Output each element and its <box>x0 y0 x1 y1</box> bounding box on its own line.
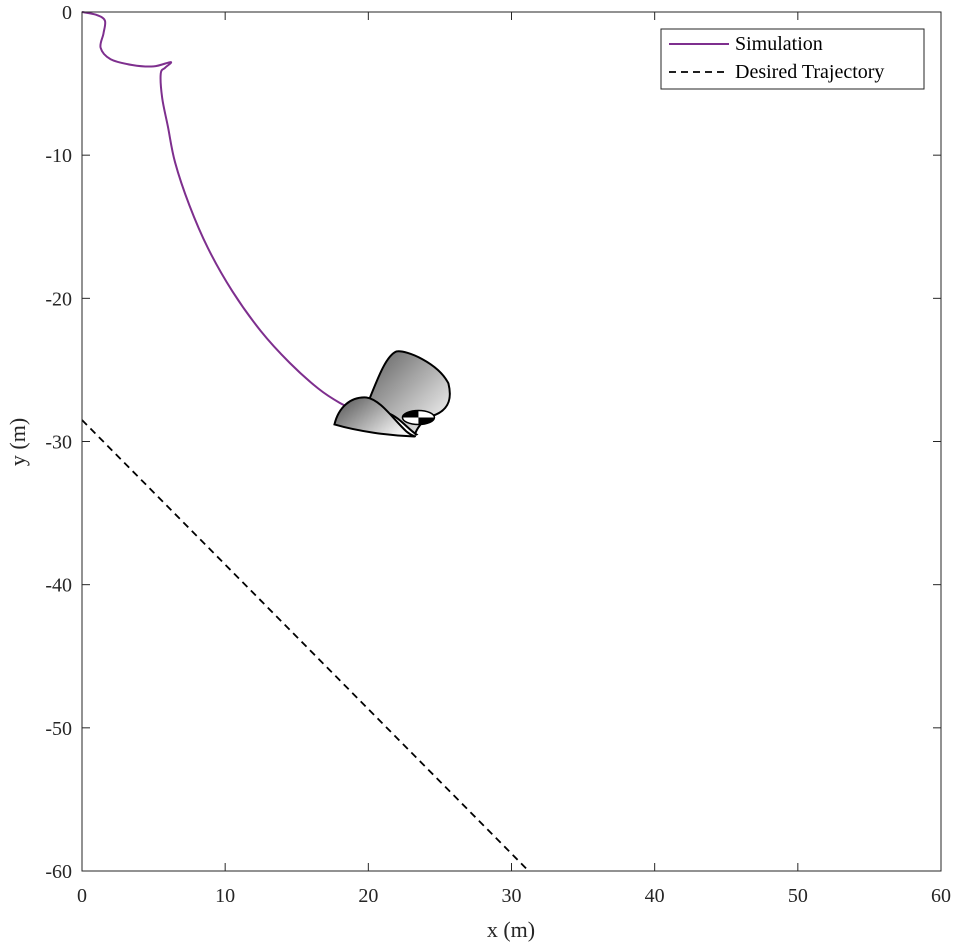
y-tick-label-0: 0 <box>62 2 72 24</box>
x-tick-label-5: 50 <box>788 885 808 907</box>
center-of-gravity-icon <box>401 409 436 426</box>
legend: Simulation Desired Trajectory <box>660 28 925 90</box>
chart-marks <box>81 11 530 872</box>
x-axis-label: x (m) <box>487 917 535 942</box>
plot-area <box>82 12 941 871</box>
vehicle-body <box>333 350 451 438</box>
series-line-1 <box>81 419 530 872</box>
y-tick-label-3: -30 <box>45 432 72 454</box>
legend-label-1: Desired Trajectory <box>735 61 884 83</box>
legend-box <box>660 28 925 90</box>
axis-ticks: 0 10 20 30 40 50 60 0 -10 -20 -30 -40 -50 -60 <box>45 2 951 907</box>
series-line-0 <box>81 11 359 413</box>
x-tick-label-1: 10 <box>215 885 235 907</box>
vehicle-icon <box>333 350 451 438</box>
y-tick-label-4: -40 <box>45 575 72 597</box>
y-tick-label-1: -10 <box>45 145 72 167</box>
x-tick-label-4: 40 <box>645 885 665 907</box>
vehicle-hull-front <box>333 396 416 438</box>
x-tick-label-2: 20 <box>358 885 378 907</box>
y-tick-label-5: -50 <box>45 718 72 740</box>
x-tick-label-3: 30 <box>502 885 522 907</box>
y-tick-label-2: -20 <box>45 288 72 310</box>
x-tick-label-6: 60 <box>931 885 951 907</box>
y-tick-label-6: -60 <box>45 861 72 883</box>
x-tick-label-0: 0 <box>77 885 87 907</box>
legend-label-0: Simulation <box>735 33 823 55</box>
y-axis-label: y (m) <box>5 418 30 466</box>
